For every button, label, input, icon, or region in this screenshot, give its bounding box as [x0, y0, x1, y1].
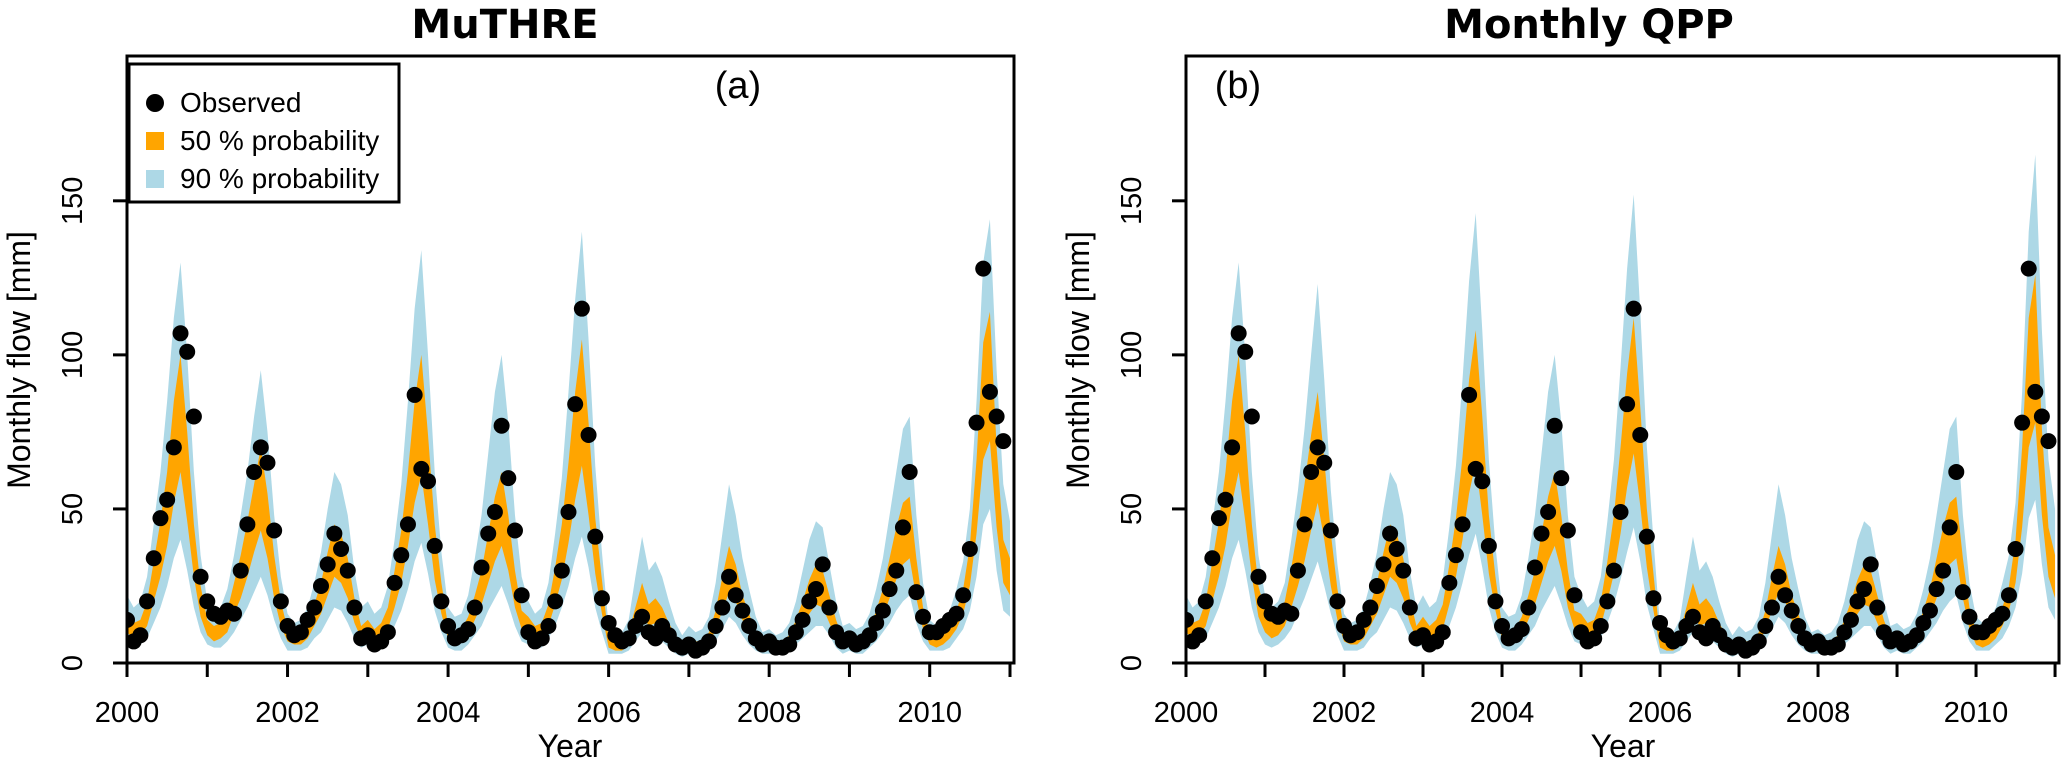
panel-b-chart: 2000 2002 2004 2006 2008 2010 0 50 100 150 Monthl… — [1060, 2, 2061, 764]
panel-a-title: MuTHRE — [411, 2, 598, 48]
legend-item-label: 50 % probability — [180, 125, 379, 156]
legend-item-label: 90 % probability — [180, 163, 379, 194]
band-90-percent — [127, 219, 1010, 657]
y-axis-label-b: Monthly flow [mm] — [1060, 231, 1096, 489]
legend-observed-marker — [146, 94, 164, 112]
svg-text:2002: 2002 — [1312, 697, 1377, 729]
legend-band-marker — [146, 132, 164, 150]
band-50-percent — [1186, 274, 2056, 651]
axes-frame-b: 2000 2002 2004 2006 2008 2010 0 50 100 150 — [1116, 54, 2061, 729]
legend: Observed 50 % probability 90 % probability — [127, 62, 401, 204]
legend-band-marker — [146, 170, 164, 188]
svg-text:2004: 2004 — [1470, 697, 1535, 729]
panel-a-letter: (a) — [715, 65, 761, 107]
observed-points-a — [127, 260, 1012, 659]
panel-b-letter: (b) — [1215, 65, 1261, 107]
panel-a: 2000 2002 2004 2006 2008 2010 0 50 100 150 MuTHRE… — [0, 0, 1033, 764]
svg-text:2000: 2000 — [95, 697, 160, 729]
svg-text:100: 100 — [1116, 331, 1148, 379]
axes-frame-a: 2000 2002 2004 2006 2008 2010 0 50 100 150 — [57, 54, 1016, 729]
x-axis-label-a: Year — [538, 728, 603, 764]
observed-points-b — [1186, 260, 2057, 659]
svg-text:2002: 2002 — [255, 697, 320, 729]
panel-a-chart: 2000 2002 2004 2006 2008 2010 0 50 100 150 MuTHRE… — [1, 2, 1016, 764]
probability-bands-a — [127, 219, 1010, 657]
legend-box — [127, 62, 401, 204]
svg-text:150: 150 — [1116, 177, 1148, 225]
svg-text:2010: 2010 — [1944, 697, 2009, 729]
svg-text:2004: 2004 — [416, 697, 481, 729]
svg-text:50: 50 — [1116, 493, 1148, 525]
y-axis-label-a: Monthly flow [mm] — [1, 231, 37, 489]
svg-text:0: 0 — [1116, 655, 1148, 671]
legend-item-label: Observed — [180, 87, 301, 118]
svg-text:100: 100 — [57, 331, 89, 379]
svg-text:2010: 2010 — [897, 697, 962, 729]
svg-text:2006: 2006 — [1628, 697, 1693, 729]
svg-text:50: 50 — [57, 493, 89, 525]
svg-text:2000: 2000 — [1154, 697, 1219, 729]
panel-b: 2000 2002 2004 2006 2008 2010 0 50 100 150 Monthl… — [1033, 0, 2067, 764]
x-axis-label-b: Year — [1591, 728, 1656, 764]
svg-text:2006: 2006 — [576, 697, 641, 729]
panel-b-title: Monthly QPP — [1444, 2, 1734, 48]
svg-text:2008: 2008 — [737, 697, 802, 729]
svg-text:150: 150 — [57, 177, 89, 225]
svg-text:2008: 2008 — [1786, 697, 1851, 729]
svg-text:0: 0 — [57, 655, 89, 671]
